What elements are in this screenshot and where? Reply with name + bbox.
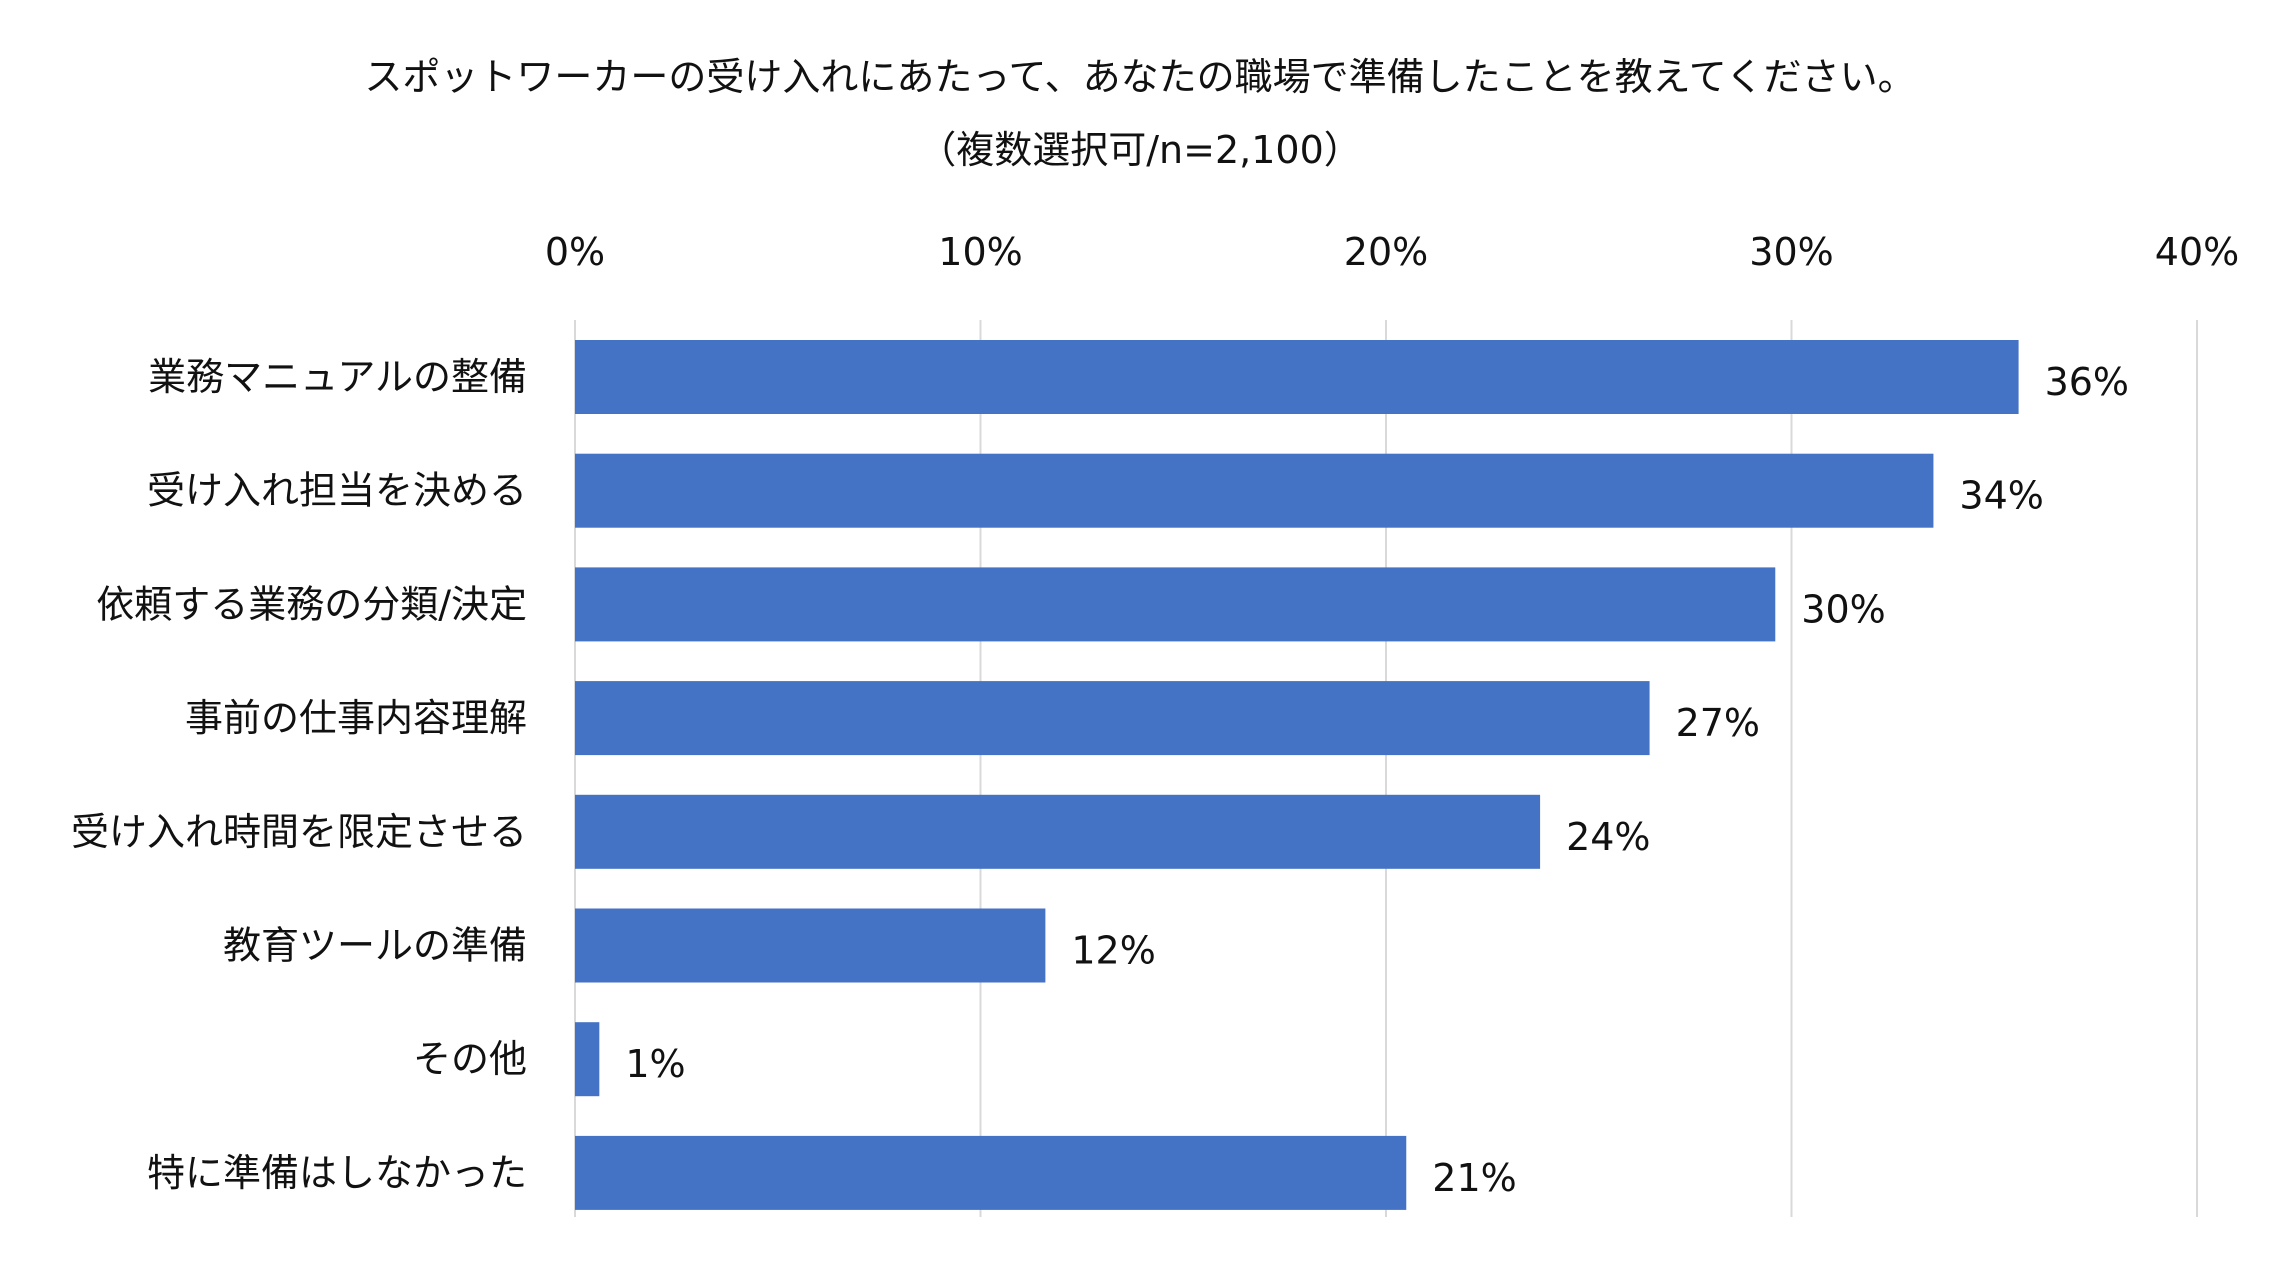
value-label: 1% [625,1042,685,1086]
tick-label: 0% [545,230,605,274]
bar [575,340,2019,414]
value-label: 24% [1566,815,1650,859]
value-label: 27% [1676,701,1760,745]
tick-label: 10% [938,230,1022,274]
bar [575,453,1934,528]
value-label: 12% [1071,929,1155,973]
category-label: 業務マニュアルの整備 [148,355,527,399]
chart-subtitle: （複数選択可/n=2,100） [918,128,1362,172]
bar [575,1135,1407,1210]
category-label: 事前の仕事内容理解 [185,696,527,740]
category-label: 特に準備はしなかった [147,1151,527,1195]
tick-label: 20% [1344,230,1428,274]
chart-title: スポットワーカーの受け入れにあたって、あなたの職場で準備したことを教えてください… [364,55,1915,99]
category-labels: 業務マニュアルの整備受け入れ担当を決める依頼する業務の分類/決定事前の仕事内容理… [71,355,527,1195]
value-label: 30% [1801,587,1885,631]
tick-label: 30% [1749,230,1833,274]
x-axis-ticks: 0% 10% 20% 30% 40% [545,230,2239,274]
bar [575,908,1046,983]
value-label: 21% [1432,1156,1516,1200]
value-label: 36% [2045,360,2129,404]
category-label: 依頼する業務の分類/決定 [96,582,527,626]
category-label: 教育ツールの準備 [223,924,527,968]
value-label: 34% [1959,474,2043,518]
bars [575,340,2019,1210]
value-labels: 36% 34% 30% 27% 24% 12% 1% 21% [625,360,2129,1200]
category-label: 受け入れ担当を決める [147,469,527,513]
category-label: 受け入れ時間を限定させる [71,810,527,854]
tick-label: 40% [2155,230,2239,274]
bar [575,794,1541,869]
bar [575,1022,600,1097]
bar [575,681,1650,756]
category-label: その他 [413,1037,527,1081]
bar [575,567,1776,642]
